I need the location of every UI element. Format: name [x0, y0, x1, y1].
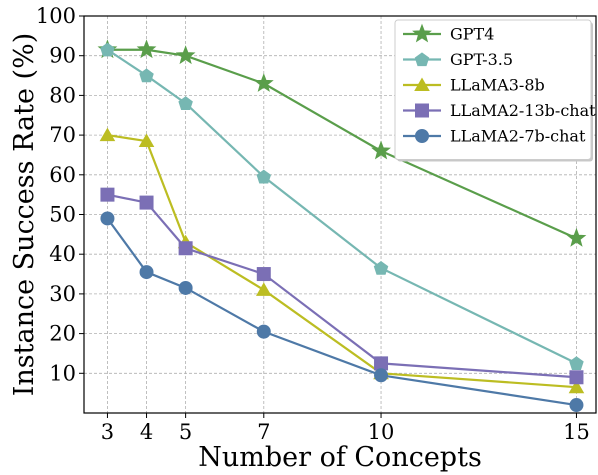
data-point-llama2-13b-chat [375, 357, 388, 370]
series-line-llama3-8b [107, 135, 576, 387]
y-tick-label: 50 [49, 203, 76, 227]
y-tick-label: 70 [49, 123, 76, 147]
y-tick-label: 10 [49, 361, 76, 385]
data-point-llama2-13b-chat [101, 188, 114, 201]
legend-label: GPT4 [450, 25, 494, 44]
y-tick-label: 80 [49, 83, 76, 107]
data-point-gpt-3-5 [101, 43, 114, 56]
series-line-llama2-7b-chat [107, 218, 576, 405]
legend-label: GPT-3.5 [450, 50, 513, 69]
data-point-llama2-13b-chat [257, 268, 270, 281]
legend-label: LLaMA2-13b-chat [450, 101, 596, 120]
y-tick-label: 90 [49, 44, 76, 68]
legend-marker [416, 130, 429, 143]
x-axis-label: Number of Concepts [198, 442, 482, 473]
data-point-llama3-8b [101, 129, 115, 141]
data-point-llama2-7b-chat [257, 325, 270, 338]
y-tick-label: 30 [49, 282, 76, 306]
data-point-llama3-8b [257, 283, 271, 295]
legend-marker [416, 104, 429, 117]
data-point-llama2-13b-chat [179, 242, 192, 255]
y-tick-label: 20 [49, 322, 76, 346]
data-point-llama2-7b-chat [375, 369, 388, 382]
data-point-llama2-7b-chat [179, 281, 192, 294]
y-tick-label: 100 [36, 4, 76, 28]
data-point-llama2-7b-chat [140, 266, 153, 279]
data-point-gpt-3-5 [140, 69, 153, 82]
data-point-gpt4 [138, 41, 155, 57]
x-tick-label: 15 [563, 420, 590, 444]
data-point-llama2-13b-chat [570, 371, 583, 384]
data-point-llama2-7b-chat [570, 399, 583, 412]
x-tick-label: 10 [368, 420, 395, 444]
x-tick-label: 7 [257, 420, 270, 444]
data-point-gpt-3-5 [570, 357, 583, 370]
legend-label: LLaMA2-7b-chat [450, 127, 586, 146]
legend-label: LLaMA3-8b [450, 76, 545, 95]
series-llama3-8b [101, 129, 584, 393]
data-point-gpt4 [177, 47, 194, 63]
x-tick-label: 4 [140, 420, 153, 444]
data-point-llama2-7b-chat [101, 212, 114, 225]
data-point-gpt4 [372, 142, 389, 158]
series-llama2-13b-chat [101, 188, 583, 384]
x-tick-label: 3 [101, 420, 114, 444]
data-point-llama2-13b-chat [140, 196, 153, 209]
y-tick-label: 60 [49, 163, 76, 187]
x-tick-label: 5 [179, 420, 192, 444]
y-tick-label: 40 [49, 242, 76, 266]
legend: GPT4 GPT-3.5 LLaMA3-8b LLaMA2-13b-chat LLaMA… [395, 20, 596, 162]
y-axis-label: Instance Success Rate (%) [9, 33, 40, 397]
